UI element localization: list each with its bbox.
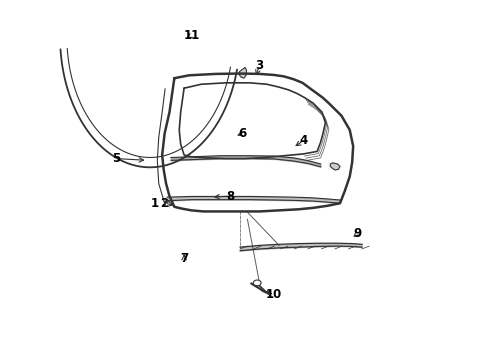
Text: 5: 5 bbox=[112, 152, 120, 165]
Text: 11: 11 bbox=[183, 29, 199, 42]
Text: 2: 2 bbox=[161, 197, 169, 210]
Text: 7: 7 bbox=[180, 252, 188, 265]
Text: 1: 1 bbox=[151, 197, 159, 210]
Text: 6: 6 bbox=[239, 127, 246, 140]
Text: 3: 3 bbox=[256, 59, 264, 72]
Polygon shape bbox=[239, 67, 246, 78]
Circle shape bbox=[253, 280, 261, 286]
Polygon shape bbox=[330, 163, 340, 170]
Text: 4: 4 bbox=[299, 134, 308, 147]
Text: 9: 9 bbox=[353, 227, 361, 240]
Text: 8: 8 bbox=[226, 190, 235, 203]
Text: 10: 10 bbox=[266, 288, 282, 301]
